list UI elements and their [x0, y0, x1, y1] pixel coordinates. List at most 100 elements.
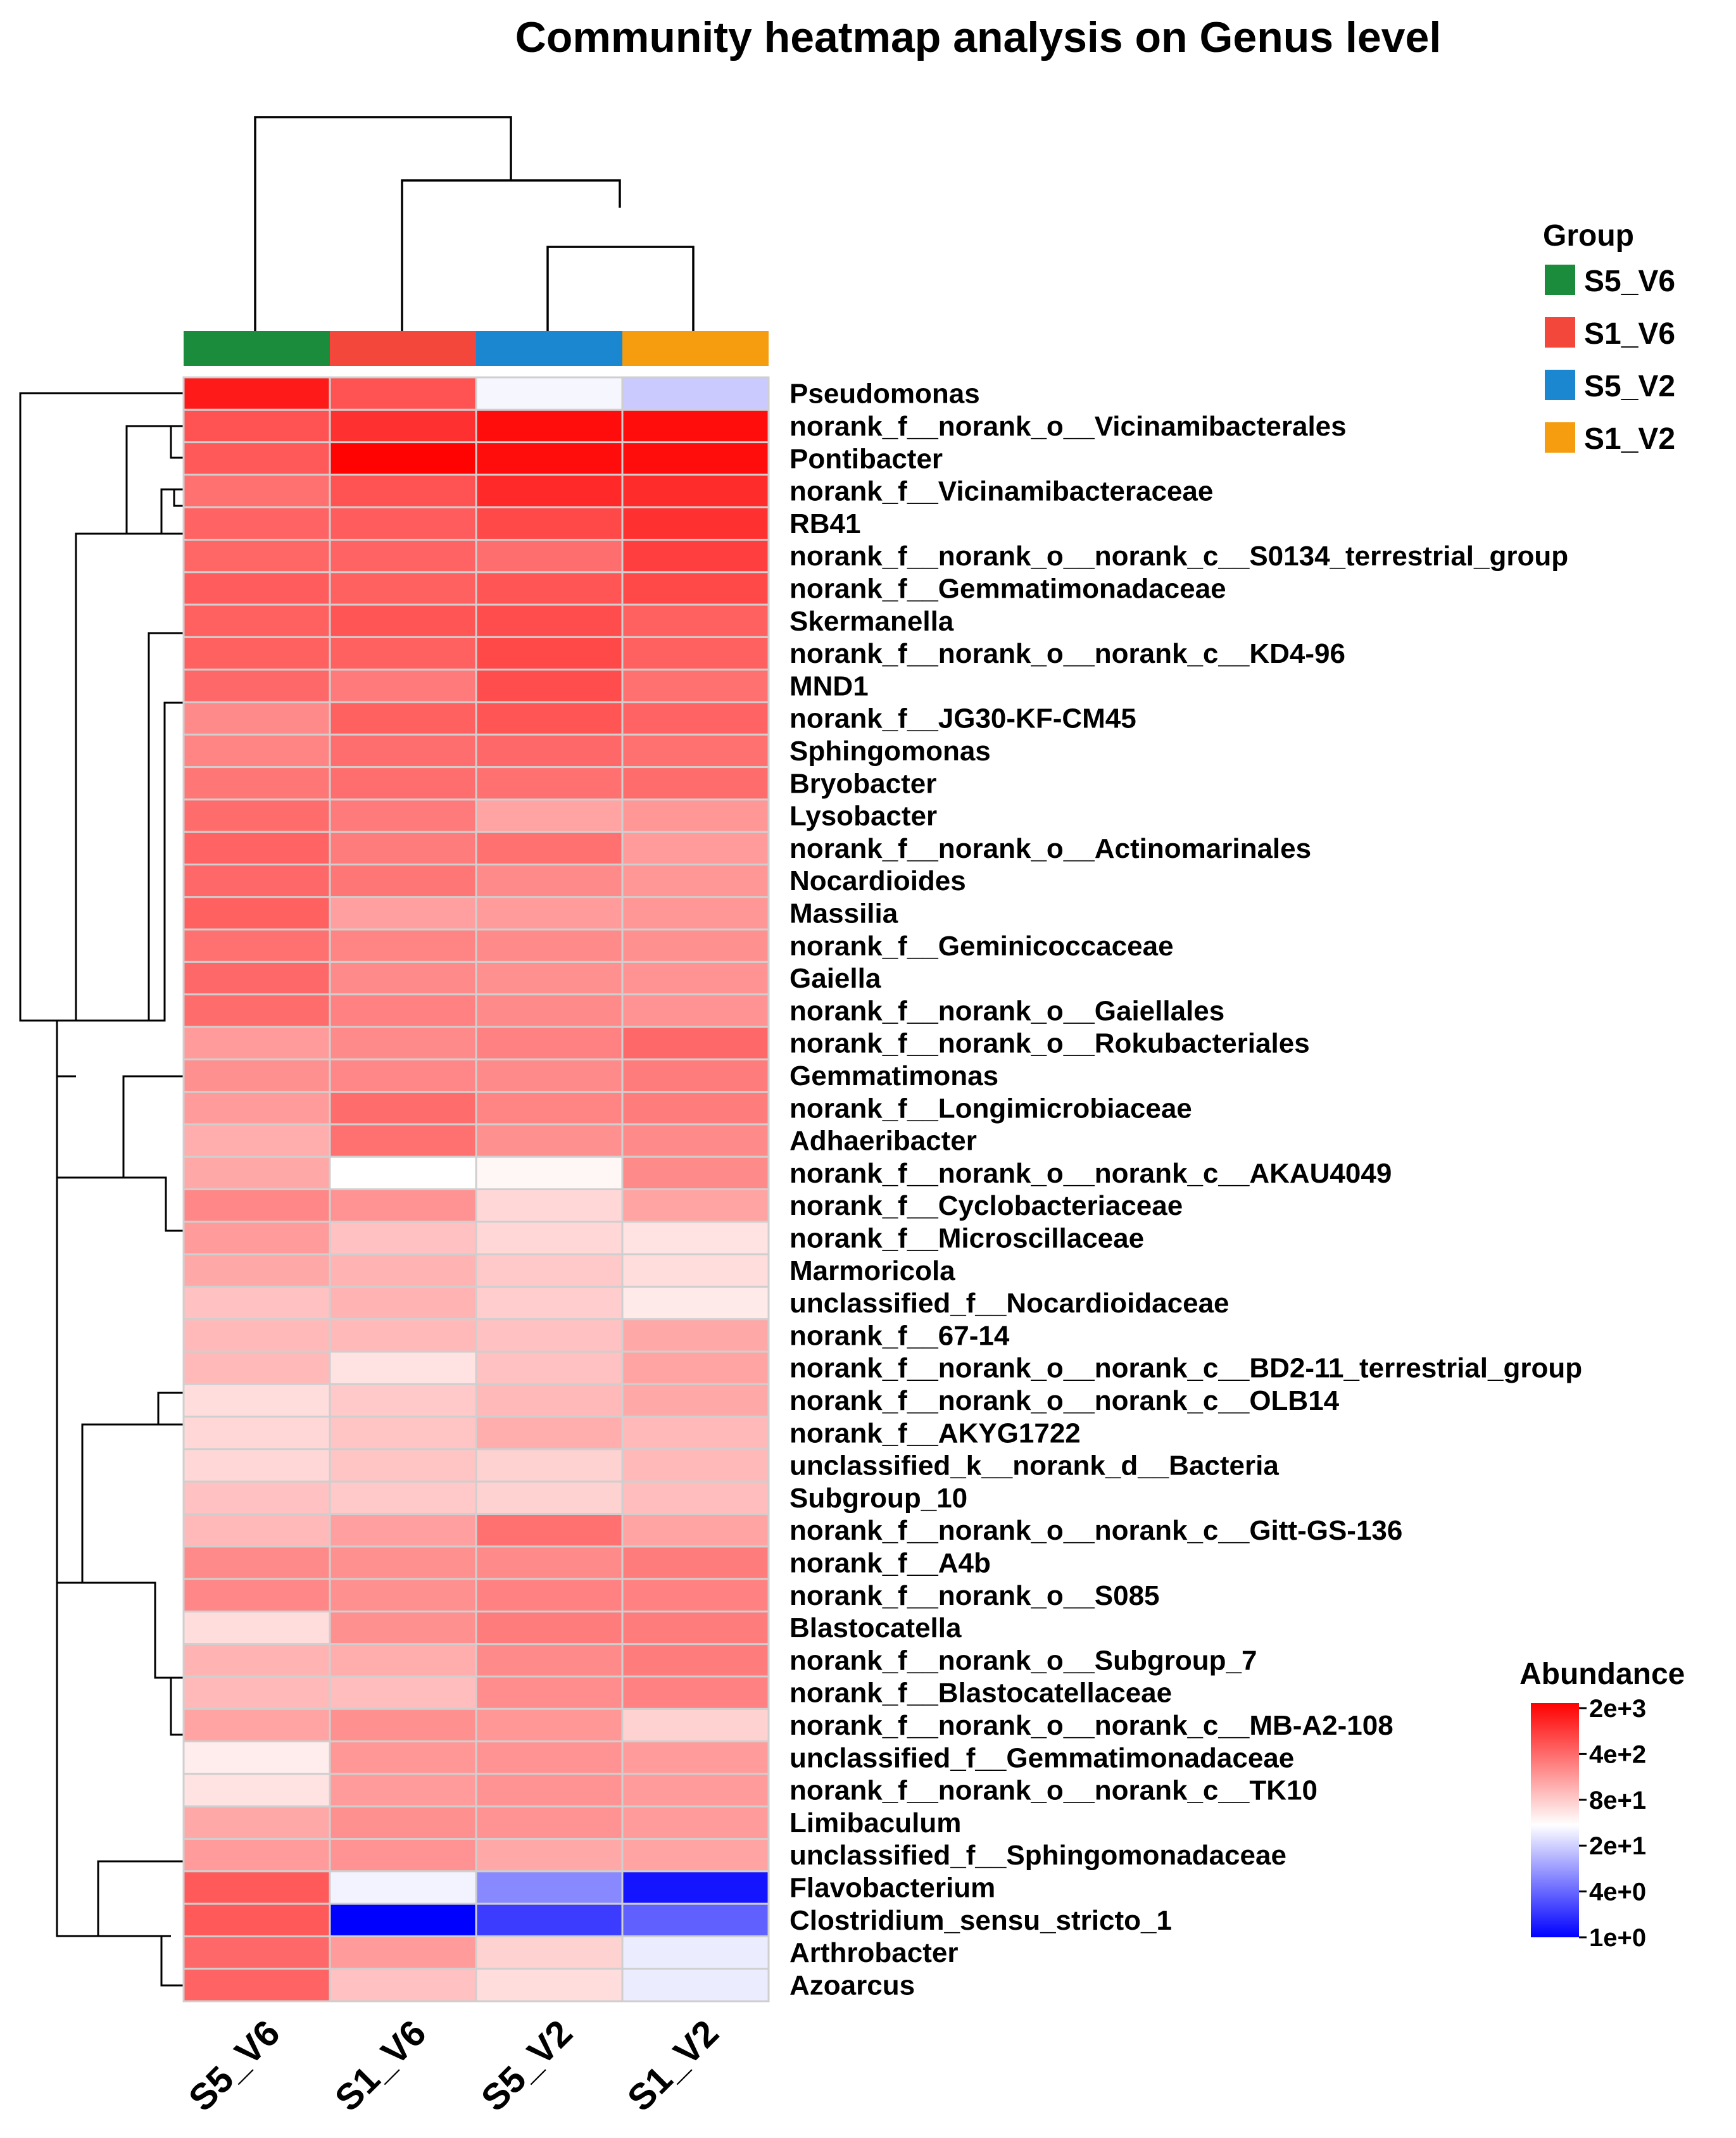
heatmap-cell: [329, 1383, 477, 1418]
heatmap-cell: [621, 1058, 770, 1093]
heatmap-cell: [329, 1221, 477, 1255]
heatmap-cell: [475, 1350, 624, 1385]
heatmap-cell: [182, 1285, 331, 1321]
row-label: Massilia: [789, 898, 898, 929]
heatmap-cell: [182, 1675, 331, 1710]
heatmap-cell: [182, 1968, 331, 2003]
row-label: Gaiella: [789, 963, 881, 994]
heatmap-cell: [182, 376, 331, 411]
heatmap-cell: [329, 1318, 477, 1353]
heatmap-cell: [475, 960, 624, 996]
heatmap-cell: [182, 636, 331, 671]
heatmap-cell: [475, 474, 624, 508]
heatmap-cell: [182, 571, 331, 606]
heatmap-cell: [329, 864, 477, 898]
heatmap-cell: [475, 1383, 624, 1418]
heatmap-cell: [475, 1285, 624, 1321]
group-legend-swatch: [1545, 422, 1575, 453]
heatmap-cell: [621, 1870, 770, 1905]
heatmap-cell: [475, 1935, 624, 1970]
scale-tick-label: 2e+1: [1589, 1832, 1646, 1860]
heatmap-cell: [475, 831, 624, 865]
heatmap-cell: [329, 701, 477, 736]
heatmap-cell: [329, 1350, 477, 1385]
heatmap-cell: [182, 539, 331, 574]
heatmap-cell: [621, 701, 770, 736]
row-label: RB41: [789, 508, 861, 539]
heatmap-cell: [329, 1935, 477, 1970]
heatmap-cell: [475, 636, 624, 671]
heatmap-cell: [621, 1188, 770, 1223]
heatmap-cell: [621, 571, 770, 606]
row-label: norank_f__norank_o__Subgroup_7: [789, 1645, 1257, 1676]
heatmap-cell: [182, 960, 331, 996]
heatmap-cell: [475, 441, 624, 476]
heatmap-cell: [329, 766, 477, 801]
row-label: Clostridium_sensu_stricto_1: [789, 1905, 1172, 1936]
row-label: norank_f__A4b: [789, 1547, 991, 1578]
column-label: S1_V6: [327, 2012, 434, 2119]
group-legend: Group S5_V6 S1_V6 S5_V2 S1_V2: [1543, 219, 1675, 456]
row-label: norank_f__norank_o__norank_c__Gitt-GS-13…: [789, 1515, 1402, 1546]
heatmap-cell: [475, 1643, 624, 1678]
heatmap-cell: [475, 1773, 624, 1808]
heatmap-cell: [329, 539, 477, 574]
heatmap-cell: [621, 376, 770, 411]
heatmap-cell: [621, 1155, 770, 1190]
heatmap-cell: [621, 1643, 770, 1678]
row-label: Azoarcus: [789, 1970, 915, 2001]
heatmap-cell: [621, 766, 770, 801]
row-label: norank_f__norank_o__Gaiellales: [789, 995, 1224, 1026]
heatmap-cell: [475, 669, 624, 703]
scale-tick-label: 2e+3: [1589, 1695, 1646, 1723]
heatmap-cell: [329, 1707, 477, 1743]
heatmap-cell: [329, 1545, 477, 1580]
row-label: norank_f__norank_o__norank_c__BD2-11_ter…: [789, 1353, 1582, 1384]
column-labels: S5_V6 S1_V6 S5_V2 S1_V2: [181, 2012, 727, 2119]
row-label: Sphingomonas: [789, 736, 991, 767]
heatmap-cell: [621, 506, 770, 541]
heatmap-cell: [475, 1545, 624, 1580]
heatmap-cell: [329, 1123, 477, 1158]
row-label: unclassified_f__Nocardioidaceae: [789, 1288, 1230, 1319]
row-label: norank_f__norank_o__Actinomarinales: [789, 833, 1311, 864]
row-label: Pseudomonas: [789, 379, 980, 410]
heatmap-cell: [475, 1026, 624, 1060]
heatmap-cell: [182, 1870, 331, 1905]
heatmap-cell: [475, 571, 624, 606]
group-bar-S5_V2: [476, 331, 622, 366]
heatmap-cell: [621, 1480, 770, 1515]
heatmap-cell: [329, 798, 477, 833]
heatmap-cell: [329, 1675, 477, 1710]
heatmap-cell: [329, 506, 477, 541]
heatmap-cell: [329, 733, 477, 769]
heatmap-cell: [182, 1416, 331, 1450]
heatmap-cell: [182, 1123, 331, 1158]
heatmap-cell: [329, 1838, 477, 1873]
heatmap-cell: [475, 603, 624, 638]
heatmap-cell: [182, 1253, 331, 1288]
heatmap-cell: [182, 1643, 331, 1678]
heatmap-cell: [329, 1448, 477, 1483]
heatmap-cell: [621, 539, 770, 574]
heatmap-cell: [621, 1707, 770, 1743]
heatmap-cell: [475, 1513, 624, 1548]
heatmap-cell: [182, 1610, 331, 1645]
heatmap-cell: [475, 506, 624, 541]
heatmap-cell: [621, 1350, 770, 1385]
heatmap-cell: [475, 798, 624, 833]
heatmap-cell: [182, 1026, 331, 1060]
heatmap-cell: [621, 960, 770, 996]
row-label: norank_f__Geminicoccaceae: [789, 931, 1174, 962]
row-label: Flavobacterium: [789, 1872, 995, 1903]
heatmap-cell: [621, 1091, 770, 1126]
heatmap-cell: [182, 1935, 331, 1970]
heatmap-cell: [621, 603, 770, 638]
heatmap-cell: [329, 1643, 477, 1678]
heatmap-cell: [329, 831, 477, 865]
heatmap-cell: [621, 1805, 770, 1840]
row-label: norank_f__norank_o__norank_c__MB-A2-108: [789, 1710, 1393, 1741]
heatmap-cell: [182, 864, 331, 898]
heatmap-cell: [475, 993, 624, 1028]
row-dendrogram: [19, 392, 184, 1987]
